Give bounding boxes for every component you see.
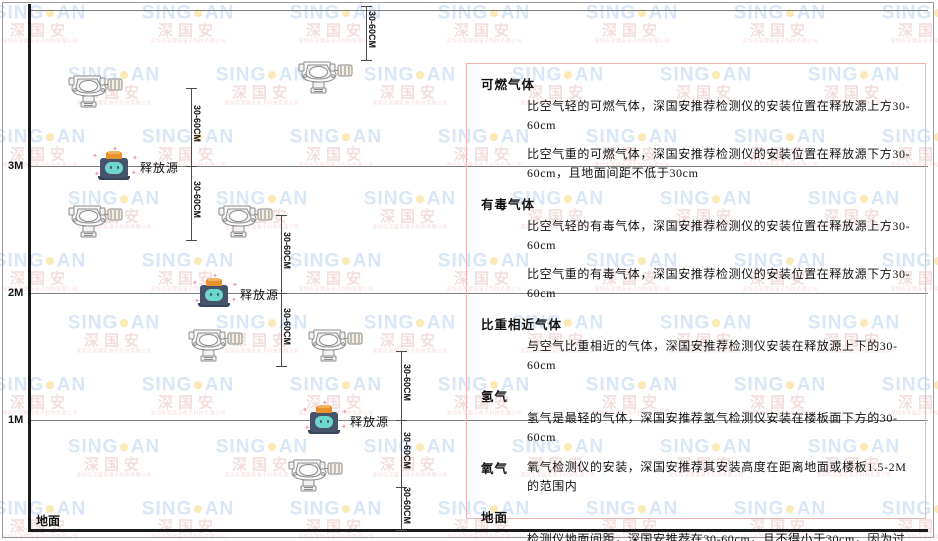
- release-source-icon: [98, 151, 130, 181]
- level-label-1M: 1M: [8, 414, 24, 426]
- level-line-3M: [28, 166, 928, 167]
- sparkle-icon: ✦: [231, 296, 237, 304]
- panel-section-title: 可燃气体: [481, 78, 536, 92]
- sparkle-icon: ✦: [92, 152, 98, 160]
- sparkle-icon: ✦: [304, 424, 310, 432]
- dimension-line: [191, 166, 192, 240]
- dimension-line: [366, 6, 367, 60]
- sparkle-icon: ✦: [194, 297, 200, 305]
- dimension-tick: [276, 366, 287, 367]
- sparkle-icon: ✦: [232, 281, 238, 289]
- panel-section: 有毒气体比空气轻的有毒气体，深国安推荐检测仪的安装位置在释放源上方30-60cm…: [481, 194, 911, 303]
- gas-detector-icon: [306, 320, 368, 371]
- dimension-tick: [361, 6, 372, 7]
- gas-detector-icon: [296, 52, 358, 103]
- dimension-tick: [276, 215, 287, 216]
- sparkle-icon: ✦: [112, 145, 118, 153]
- dimension-tick: [396, 351, 407, 352]
- sparkle-icon: ✦: [192, 279, 198, 287]
- dimension-tick: [186, 88, 197, 89]
- release-source-icon: [198, 278, 230, 308]
- panel-paragraph: 比空气重的可燃气体，深国安推荐检测仪的安装位置在释放源下方30-60cm，且地面…: [527, 147, 911, 180]
- panel-section-body: 与空气比重相近的气体，深国安推荐检测仪安装在释放源上下的30-60cm: [527, 337, 911, 375]
- ground-label: 地面: [36, 514, 61, 528]
- panel-paragraph: 比空气轻的有毒气体，深国安推荐检测仪的安装位置在释放源上方30-60cm: [527, 219, 911, 252]
- dimension-line: [401, 420, 402, 487]
- dimension-label: 30-60CM: [192, 105, 202, 143]
- gas-detector-icon: [216, 196, 278, 247]
- panel-paragraph: 氢气是最轻的气体，深国安推荐氢气检测仪安装在楼板面下方的30-60cm: [527, 411, 898, 444]
- dimension-tick: [361, 60, 372, 61]
- gas-detector-icon: [66, 66, 128, 117]
- dimension-line: [281, 293, 282, 366]
- panel-section-body: 检测仪地面间距，深国安推荐在30-60cm，且不得小于30cm，因为过低容易水溅…: [527, 530, 911, 541]
- release-source-icon: [308, 405, 340, 435]
- release-source-label: 释放源: [140, 161, 180, 175]
- gas-detector-icon: [186, 320, 248, 371]
- panel-section-title: 比重相近气体: [481, 318, 563, 332]
- sparkle-icon: ✦: [302, 406, 308, 414]
- dimension-tick: [276, 293, 287, 294]
- panel-section-title: 有毒气体: [481, 198, 536, 212]
- dimension-tick: [186, 240, 197, 241]
- ceiling-line: [28, 10, 928, 11]
- dimension-tick: [396, 530, 407, 531]
- dimension-line: [191, 88, 192, 166]
- dimension-line: [401, 351, 402, 420]
- y-axis: [28, 4, 31, 532]
- sparkle-icon: ✦: [322, 399, 328, 407]
- dimension-tick: [396, 487, 407, 488]
- level-line-2M: [28, 293, 928, 294]
- level-line-1M: [28, 420, 928, 421]
- panel-section-body: 氢气是最轻的气体，深国安推荐氢气检测仪安装在楼板面下方的30-60cm: [527, 409, 911, 447]
- panel-section: 氢气氢气是最轻的气体，深国安推荐氢气检测仪安装在楼板面下方的30-60cm: [481, 386, 911, 447]
- gas-detector-icon: [286, 450, 348, 501]
- dimension-label: 30-60CM: [367, 11, 377, 49]
- dimension-label: 30-60CM: [192, 181, 202, 219]
- panel-paragraph: 比空气重的有毒气体，深国安推荐检测仪的安装位置在释放源下方30-60cm: [527, 267, 911, 300]
- panel-section: 氧气 氧气检测仪的安装，深国安推荐其安装高度在距离地面或楼板1.5-2M的范围内: [481, 458, 911, 496]
- sparkle-icon: ✦: [212, 272, 218, 280]
- sparkle-icon: ✦: [132, 154, 138, 162]
- panel-section: 比重相近气体与空气比重相近的气体，深国安推荐检测仪安装在释放源上下的30-60c…: [481, 314, 911, 375]
- dimension-label: 30-60CM: [402, 486, 412, 524]
- sparkle-icon: ✦: [131, 169, 137, 177]
- panel-paragraph: 氧气检测仪的安装，深国安推荐其安装高度在距离地面或楼板1.5-2M的范围内: [527, 460, 907, 493]
- recommendation-panel: 可燃气体比空气轻的可燃气体，深国安推荐检测仪的安装位置在释放源上方30-60cm…: [466, 63, 926, 541]
- dimension-label: 30-60CM: [282, 232, 292, 270]
- level-label-2M: 2M: [8, 287, 24, 299]
- panel-paragraph: 比空气轻的可燃气体，深国安推荐检测仪的安装位置在释放源上方30-60cm: [527, 99, 911, 132]
- sparkle-icon: ✦: [94, 170, 100, 178]
- panel-section-title: 氧气: [481, 462, 509, 476]
- dimension-line: [401, 487, 402, 530]
- sparkle-icon: ✦: [341, 423, 347, 431]
- release-source-label: 释放源: [240, 288, 280, 302]
- dimension-line: [281, 215, 282, 293]
- panel-section-title: 地面: [481, 511, 509, 525]
- dimension-tick: [186, 166, 197, 167]
- panel-section-body: 比空气轻的可燃气体，深国安推荐检测仪的安装位置在释放源上方30-60cm 比空气重…: [527, 97, 911, 183]
- dimension-label: 30-60CM: [282, 307, 292, 345]
- level-label-3M: 3M: [8, 160, 24, 172]
- x-axis-ground: [28, 529, 928, 532]
- dimension-label: 30-60CM: [402, 431, 412, 469]
- panel-section: 可燃气体比空气轻的可燃气体，深国安推荐检测仪的安装位置在释放源上方30-60cm…: [481, 74, 911, 183]
- dimension-tick: [396, 420, 407, 421]
- panel-section: 地面检测仪地面间距，深国安推荐在30-60cm，且不得小于30cm，因为过低容易…: [481, 507, 911, 541]
- gas-detector-icon: [66, 196, 128, 247]
- panel-section-title: 氢气: [481, 390, 509, 404]
- release-source-label: 释放源: [350, 415, 390, 429]
- panel-paragraph: 与空气比重相近的气体，深国安推荐检测仪安装在释放源上下的30-60cm: [527, 339, 898, 372]
- sparkle-icon: ✦: [342, 408, 348, 416]
- panel-section-body: 比空气轻的有毒气体，深国安推荐检测仪的安装位置在释放源上方30-60cm 比空气重…: [527, 217, 911, 303]
- dimension-label: 30-60CM: [402, 363, 412, 401]
- panel-paragraph: 检测仪地面间距，深国安推荐在30-60cm，且不得小于30cm，因为过低容易水溅…: [527, 532, 906, 541]
